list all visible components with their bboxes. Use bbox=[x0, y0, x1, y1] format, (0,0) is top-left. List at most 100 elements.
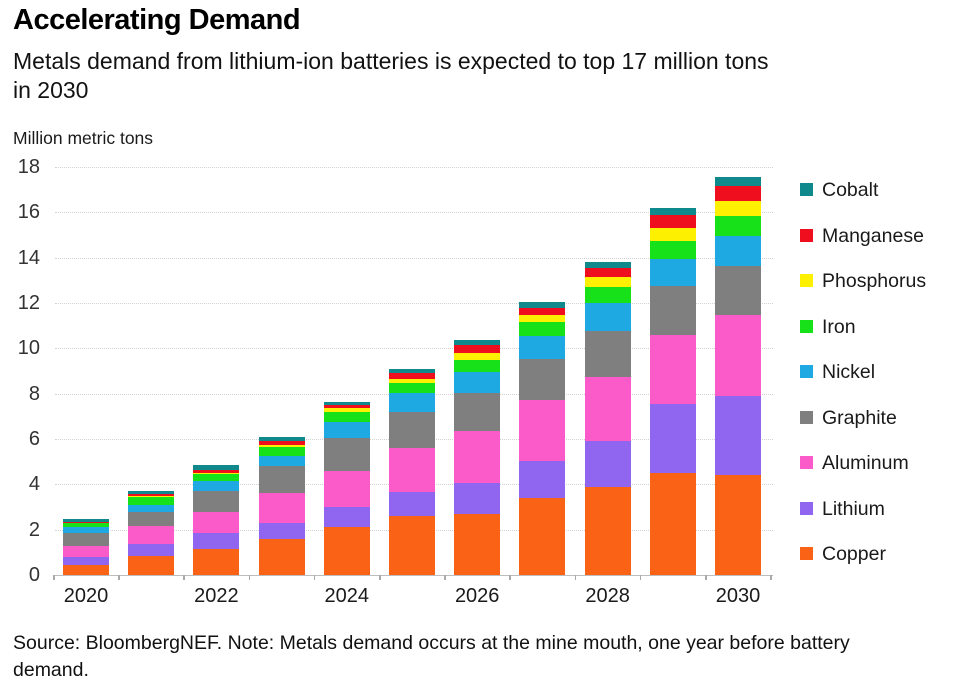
bar-2028-segment-manganese bbox=[584, 267, 631, 277]
bar-2026-segment-aluminum bbox=[454, 431, 501, 484]
bar-2030-segment-nickel bbox=[715, 236, 761, 266]
legend-label-iron: Iron bbox=[822, 315, 856, 338]
bar-2021-segment-nickel bbox=[128, 504, 175, 512]
bar-2022-segment-graphite bbox=[193, 491, 240, 512]
legend: Cobalt Manganese Phosphorus Iron Nickel Graph… bbox=[800, 179, 926, 567]
bar-2021-segment-cobalt bbox=[128, 490, 175, 495]
bar-2025-segment-iron bbox=[389, 383, 435, 393]
bar-2029-segment-iron bbox=[649, 240, 696, 259]
legend-swatch-icon bbox=[800, 228, 813, 242]
legend-item-manganese: Manganese bbox=[800, 225, 926, 249]
y-axis-label: 16 bbox=[17, 201, 40, 224]
chart-subtitle-line-1: Metals demand from lithium-ion batteries… bbox=[13, 48, 769, 74]
bar-2025-segment-aluminum bbox=[389, 448, 435, 493]
y-axis-label: 2 bbox=[28, 518, 40, 541]
x-axis-tick bbox=[509, 575, 511, 580]
bar-2027-segment-manganese bbox=[519, 307, 566, 316]
legend-swatch-icon bbox=[800, 410, 813, 424]
legend-swatch-icon bbox=[800, 274, 813, 287]
legend-label-graphite: Graphite bbox=[822, 406, 897, 429]
legend-item-graphite: Graphite bbox=[800, 407, 926, 431]
bar-2025-segment-copper bbox=[389, 516, 435, 575]
bar-2021-segment-lithium bbox=[128, 544, 175, 556]
gridline bbox=[55, 167, 773, 168]
bar-2027-segment-aluminum bbox=[519, 400, 566, 461]
bar-2023-segment-manganese bbox=[258, 441, 305, 445]
bar-2020-segment-lithium bbox=[63, 556, 109, 565]
bar-2029-segment-manganese bbox=[649, 214, 696, 229]
x-axis-tick bbox=[183, 575, 185, 580]
legend-item-lithium: Lithium bbox=[800, 498, 926, 522]
gridline bbox=[55, 303, 773, 304]
bar-2022-segment-aluminum bbox=[193, 511, 240, 534]
bar-2023-segment-graphite bbox=[258, 466, 305, 494]
bar-2026-segment-phosphorus bbox=[454, 352, 501, 360]
bar-2020-segment-graphite bbox=[63, 533, 109, 546]
bar-2025-segment-phosphorus bbox=[389, 378, 435, 384]
bar-2030-segment-cobalt bbox=[715, 177, 761, 187]
x-axis-tick bbox=[444, 575, 446, 580]
x-axis-tick bbox=[313, 575, 316, 580]
x-axis-label-2020: 2020 bbox=[63, 585, 109, 607]
legend-item-iron: Iron bbox=[800, 316, 926, 340]
bar-2025-segment-cobalt bbox=[389, 368, 435, 374]
bar-2023-segment-phosphorus bbox=[258, 444, 305, 447]
legend-item-cobalt: Cobalt bbox=[800, 179, 926, 203]
bar-2024-segment-cobalt bbox=[323, 401, 370, 405]
legend-label-aluminum: Aluminum bbox=[822, 452, 909, 474]
bar-2022-segment-manganese bbox=[193, 469, 240, 473]
legend-item-phosphorus: Phosphorus bbox=[800, 270, 926, 294]
bar-2027-segment-iron bbox=[519, 322, 566, 336]
x-axis-tick bbox=[770, 575, 772, 580]
bar-2021-segment-graphite bbox=[128, 511, 175, 527]
y-axis-unit-label: Million metric tons bbox=[13, 128, 154, 148]
bar-2026-segment-nickel bbox=[454, 372, 501, 393]
bar-2026-segment-lithium bbox=[454, 483, 501, 514]
bar-2025-segment-manganese bbox=[389, 373, 435, 379]
source-note: Source: BloombergNEF. Note: Metals deman… bbox=[13, 630, 850, 684]
gridline bbox=[55, 348, 773, 350]
bar-2028-segment-cobalt bbox=[584, 262, 631, 268]
x-axis-line bbox=[55, 575, 773, 576]
bar-2022-segment-iron bbox=[193, 474, 240, 481]
bar-2026-segment-cobalt bbox=[454, 340, 501, 345]
bar-2022-segment-phosphorus bbox=[193, 473, 240, 475]
bar-2026-segment-iron bbox=[454, 359, 501, 373]
y-axis-label: 0 bbox=[28, 564, 40, 586]
bar-2027-segment-cobalt bbox=[519, 301, 566, 308]
bar-2020-segment-cobalt bbox=[63, 519, 109, 522]
bar-2024-segment-iron bbox=[323, 411, 370, 422]
bar-2023-segment-aluminum bbox=[258, 493, 305, 523]
bar-2025-segment-lithium bbox=[389, 492, 435, 517]
bar-2021-segment-iron bbox=[128, 496, 175, 505]
y-axis-label: 8 bbox=[28, 382, 40, 405]
legend-label-cobalt: Cobalt bbox=[822, 179, 879, 201]
y-axis-label: 4 bbox=[28, 473, 40, 496]
bar-2029-segment-copper bbox=[649, 473, 696, 575]
legend-swatch-icon bbox=[800, 365, 813, 378]
legend-item-aluminum: Aluminum bbox=[800, 452, 926, 476]
legend-swatch-icon bbox=[800, 319, 813, 333]
bar-2029-segment-lithium bbox=[649, 403, 696, 473]
bar-2021-segment-aluminum bbox=[128, 526, 175, 545]
bar-2030-segment-phosphorus bbox=[715, 201, 761, 216]
chart-subtitle: Metals demand from lithium-ion batteries… bbox=[13, 47, 769, 105]
x-axis-tick bbox=[248, 575, 251, 580]
bar-2028-segment-iron bbox=[584, 287, 631, 303]
x-axis-tick bbox=[118, 575, 120, 580]
x-axis-label-2024: 2024 bbox=[324, 585, 370, 607]
legend-swatch-icon bbox=[800, 183, 813, 196]
y-axis-label: 12 bbox=[17, 292, 40, 314]
bar-2023-segment-copper bbox=[258, 538, 305, 575]
bar-2023-segment-iron bbox=[258, 446, 305, 456]
bar-2020-segment-nickel bbox=[63, 527, 109, 534]
legend-label-lithium: Lithium bbox=[822, 497, 885, 520]
legend-label-nickel: Nickel bbox=[822, 361, 876, 383]
y-axis-label: 10 bbox=[17, 337, 40, 360]
gridline bbox=[55, 212, 773, 214]
bar-2029-segment-nickel bbox=[649, 258, 696, 286]
bar-2029-segment-cobalt bbox=[649, 207, 696, 215]
bar-2030-segment-graphite bbox=[715, 265, 761, 316]
legend-swatch-icon bbox=[800, 456, 813, 469]
bar-2029-segment-phosphorus bbox=[649, 228, 696, 241]
